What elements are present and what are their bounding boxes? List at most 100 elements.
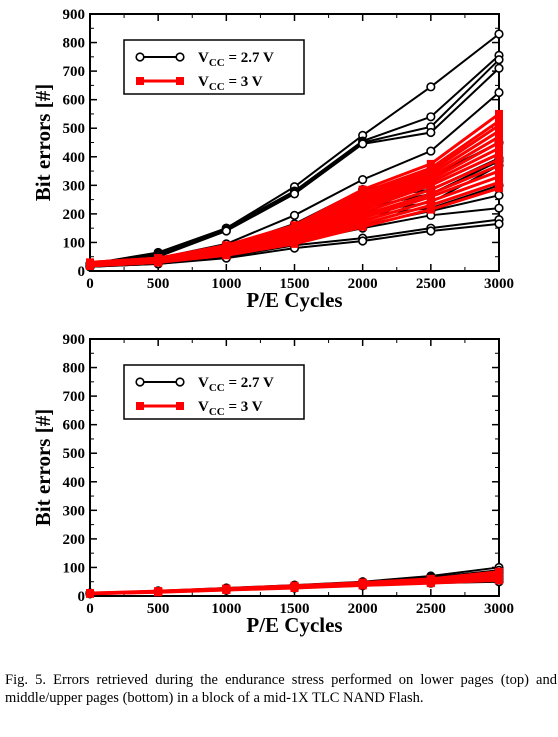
legend-label-value: = 3 V xyxy=(225,399,263,415)
data-point xyxy=(358,222,367,231)
y-axis-title: Bit errors [#] xyxy=(31,84,55,201)
x-axis-title: P/E Cycles xyxy=(246,613,342,637)
x-tick-label: 1500 xyxy=(280,276,310,292)
legend-label-subscript: CC xyxy=(209,81,225,93)
chart-bottom-middle-upper-pages: 0 100 200 300 400 500 600 700 800 900 0 500 1000 1500… xyxy=(31,332,514,637)
y-tick-label: 200 xyxy=(63,207,86,223)
legend-label: VCC = 2.7 V xyxy=(198,375,274,394)
data-point xyxy=(222,251,231,260)
legend-label: VCC = 3 V xyxy=(198,74,263,93)
data-point xyxy=(495,127,503,136)
data-point xyxy=(358,581,367,590)
y-tick-label: 700 xyxy=(63,64,86,80)
y-tick-label: 700 xyxy=(63,389,86,405)
data-point xyxy=(426,127,436,138)
legend-marker xyxy=(135,52,145,62)
x-tick-label: 1500 xyxy=(280,601,310,617)
y-tick-label: 100 xyxy=(63,235,86,251)
data-point xyxy=(289,189,300,199)
y-tick-label: 800 xyxy=(63,36,86,52)
y-tick-label: 100 xyxy=(63,560,86,576)
legend-label-value: = 2.7 V xyxy=(225,375,274,391)
legend-label-v: V xyxy=(198,74,209,90)
data-point xyxy=(495,144,503,153)
x-axis-title: P/E Cycles xyxy=(246,288,342,312)
data-point xyxy=(494,87,504,98)
legend-label-v: V xyxy=(198,50,209,66)
series-vcc-3v-27 xyxy=(86,184,503,270)
data-point xyxy=(222,586,231,595)
data-point xyxy=(495,149,503,158)
data-point xyxy=(494,203,504,213)
figure-caption: Fig. 5. Errors retrieved during the endu… xyxy=(5,672,557,706)
y-tick-label: 400 xyxy=(63,150,86,166)
data-point xyxy=(426,82,436,92)
x-tick-label: 3000 xyxy=(484,276,514,292)
data-point xyxy=(426,112,436,122)
y-axis-title: Bit errors [#] xyxy=(31,409,55,526)
y-tick-label: 0 xyxy=(78,264,86,280)
legend-label-subscript: CC xyxy=(209,57,225,69)
data-point xyxy=(494,219,504,229)
data-point xyxy=(495,178,503,187)
x-tick-label: 500 xyxy=(147,601,170,617)
x-tick-label: 1000 xyxy=(211,276,241,292)
data-point xyxy=(86,589,94,598)
y-tick-label: 0 xyxy=(78,589,86,605)
x-tick-label: 2000 xyxy=(348,276,378,292)
data-point xyxy=(289,210,300,220)
data-point xyxy=(494,29,504,39)
y-tick-label: 400 xyxy=(63,475,86,491)
data-point xyxy=(495,132,503,141)
legend-label-v: V xyxy=(198,399,209,415)
data-point xyxy=(495,138,503,147)
y-tick-label: 600 xyxy=(63,93,86,109)
data-point xyxy=(495,167,503,176)
data-point xyxy=(494,190,504,200)
data-point xyxy=(494,55,504,65)
y-tick-label: 300 xyxy=(63,178,86,194)
x-tick-label: 0 xyxy=(86,276,94,292)
y-tick-label: 900 xyxy=(63,332,86,348)
data-point xyxy=(154,258,163,267)
data-point xyxy=(426,192,435,201)
data-point xyxy=(426,146,436,156)
data-point xyxy=(495,109,503,118)
series-vcc-3v-11 xyxy=(86,576,503,598)
legend-marker xyxy=(136,402,144,410)
legend-label-value: = 2.7 V xyxy=(225,50,274,66)
y-tick-label: 300 xyxy=(63,503,86,519)
data-point xyxy=(426,159,435,168)
y-tick-label: 500 xyxy=(63,446,86,462)
data-point xyxy=(154,588,163,597)
data-point xyxy=(290,239,299,248)
data-point xyxy=(426,226,436,236)
chart-top-lower-pages: 0 100 200 300 400 500 600 700 800 900 0 500 1000 1500… xyxy=(31,7,514,312)
legend-label-subscript: CC xyxy=(209,406,225,418)
y-tick-label: 900 xyxy=(63,7,86,23)
data-point xyxy=(426,201,435,210)
data-point xyxy=(495,117,503,126)
legend-marker xyxy=(175,52,185,62)
y-tick-label: 800 xyxy=(63,361,86,377)
data-point xyxy=(426,205,435,214)
data-point xyxy=(494,63,504,73)
legend-label: VCC = 2.7 V xyxy=(198,50,274,69)
x-tick-label: 0 xyxy=(86,601,94,617)
legend-label-value: = 3 V xyxy=(225,74,263,90)
data-point xyxy=(495,121,503,130)
legend-box xyxy=(123,39,305,95)
data-point xyxy=(426,181,435,190)
data-point xyxy=(426,185,435,194)
legend-marker xyxy=(135,377,145,387)
data-point xyxy=(495,155,503,164)
data-point xyxy=(358,236,368,246)
legend-label: VCC = 3 V xyxy=(198,399,263,418)
legend-label-v: V xyxy=(198,375,209,391)
data-point xyxy=(426,579,435,588)
data-point xyxy=(86,261,94,270)
data-point xyxy=(495,576,503,585)
x-tick-label: 2500 xyxy=(416,276,446,292)
